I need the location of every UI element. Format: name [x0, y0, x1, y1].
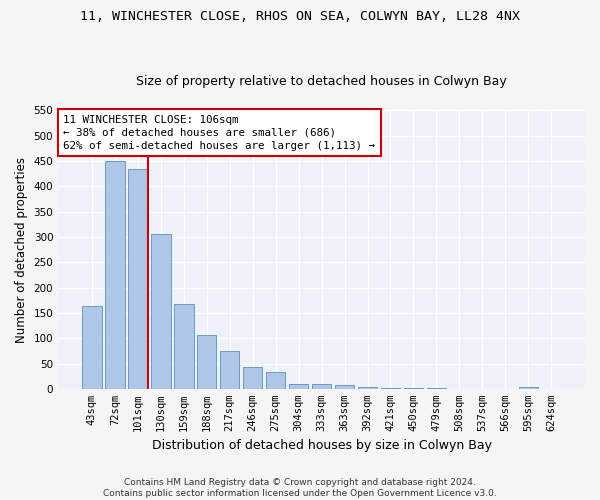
Bar: [335, 386, 355, 389]
Text: 11, WINCHESTER CLOSE, RHOS ON SEA, COLWYN BAY, LL28 4NX: 11, WINCHESTER CLOSE, RHOS ON SEA, COLWY…: [80, 10, 520, 23]
Bar: [197, 335, 217, 389]
Y-axis label: Number of detached properties: Number of detached properties: [15, 156, 28, 342]
Bar: [427, 388, 446, 389]
Bar: [312, 384, 331, 389]
Text: 11 WINCHESTER CLOSE: 106sqm
← 38% of detached houses are smaller (686)
62% of se: 11 WINCHESTER CLOSE: 106sqm ← 38% of det…: [64, 114, 376, 151]
Bar: [243, 366, 262, 389]
Bar: [151, 234, 170, 389]
Bar: [128, 168, 148, 389]
Bar: [82, 306, 101, 389]
Bar: [358, 388, 377, 389]
Bar: [289, 384, 308, 389]
Bar: [404, 388, 423, 389]
Bar: [105, 161, 125, 389]
Bar: [220, 352, 239, 389]
Title: Size of property relative to detached houses in Colwyn Bay: Size of property relative to detached ho…: [136, 76, 507, 88]
Bar: [518, 387, 538, 389]
Bar: [266, 372, 286, 389]
X-axis label: Distribution of detached houses by size in Colwyn Bay: Distribution of detached houses by size …: [152, 440, 491, 452]
Bar: [174, 304, 194, 389]
Bar: [381, 388, 400, 389]
Text: Contains HM Land Registry data © Crown copyright and database right 2024.
Contai: Contains HM Land Registry data © Crown c…: [103, 478, 497, 498]
